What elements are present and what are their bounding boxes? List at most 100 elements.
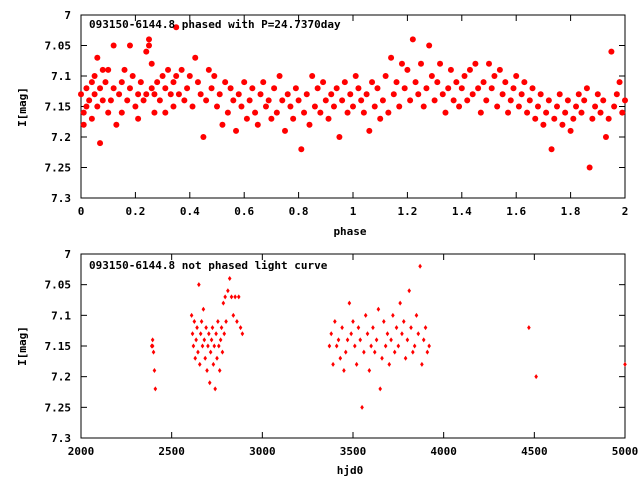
unphased-x-tick-label: 3000 (249, 445, 276, 458)
unphased-data-point (199, 318, 204, 324)
phased-data-point (548, 146, 555, 153)
phased-x-tick-label: 1.6 (506, 205, 526, 218)
unphased-data-point (396, 343, 401, 349)
phased-data-point (121, 66, 128, 73)
unphased-data-point (224, 318, 228, 324)
phased-data-point (116, 91, 123, 98)
phased-data-point (477, 109, 484, 116)
unphased-data-point (194, 337, 198, 343)
unphased-x-tick-label: 2000 (68, 445, 95, 458)
phased-data-point (339, 97, 346, 104)
phased-data-point (306, 121, 313, 128)
phased-data-point (110, 42, 117, 49)
phased-data-point (605, 115, 612, 122)
phased-x-tick-label: 1 (350, 205, 357, 218)
unphased-data-point (421, 337, 426, 343)
unphased-data-point (209, 337, 214, 343)
unphased-data-point (363, 312, 368, 318)
phased-data-point (165, 66, 172, 73)
unphased-data-point (151, 349, 156, 355)
unphased-data-point (392, 349, 397, 355)
unphased-data-point (405, 337, 410, 343)
unphased-data-point (383, 343, 388, 349)
phased-data-point (578, 109, 585, 116)
unphased-data-point (378, 386, 382, 392)
unphased-data-point (150, 337, 155, 343)
unphased-data-point (193, 355, 198, 361)
unphased-data-point (411, 349, 415, 355)
unphased-y-tick-label: 7.3 (51, 432, 71, 445)
unphased-y-tick-label: 7.25 (45, 401, 72, 414)
phased-data-point (344, 109, 351, 116)
phased-plot-panel: 7 7.05 7.1 7.15 7.2 7.25 7.3 0 0.2 0.4 0.6 0.8 1 1.2… (16, 9, 628, 238)
phased-data-point (186, 73, 193, 79)
unphased-data-point (205, 368, 209, 374)
unphased-x-tick-label: 3500 (340, 445, 367, 458)
phased-data-point (486, 60, 492, 67)
unphased-data-point (369, 343, 373, 349)
phased-data-point (412, 79, 419, 86)
phased-data-point (214, 103, 220, 110)
phased-data-point (282, 127, 288, 134)
phased-data-point (148, 60, 155, 67)
phased-data-point (80, 121, 87, 128)
phased-data-point (173, 73, 180, 79)
phased-data-point (534, 103, 541, 110)
unphased-data-point (334, 343, 339, 349)
phased-data-point (94, 103, 101, 110)
phased-data-point (594, 91, 601, 98)
unphased-data-point (207, 380, 212, 386)
phased-data-point (507, 97, 514, 104)
phased-data-point (521, 79, 528, 86)
phased-data-point (464, 97, 471, 104)
unphased-data-point (331, 361, 335, 367)
phased-data-point (105, 109, 112, 116)
unphased-data-point (333, 318, 337, 324)
unphased-data-point (362, 349, 366, 355)
unphased-data-point (412, 343, 417, 349)
unphased-data-point (211, 361, 216, 367)
unphased-data-point (527, 325, 531, 331)
phased-data-point (616, 79, 623, 86)
phased-data-point (398, 60, 405, 67)
phased-data-point (162, 109, 169, 116)
phased-data-point (200, 134, 207, 140)
phased-data-point (554, 103, 560, 110)
unphased-data-point (240, 331, 245, 337)
phased-data-point (437, 60, 444, 67)
phased-data-point (369, 79, 376, 86)
phased-data-point (173, 24, 180, 31)
phased-data-point (447, 66, 454, 73)
phased-data-point (135, 115, 142, 122)
unphased-data-point (191, 343, 196, 349)
phased-data-point (162, 85, 169, 92)
unphased-data-point (233, 294, 237, 300)
unphased-x-ticks: 2000 2500 3000 3500 4000 4500 5000 (68, 254, 638, 458)
phased-data-point (529, 85, 536, 92)
phased-data-point (393, 79, 400, 86)
phased-data-point (298, 146, 305, 153)
unphased-data-point (353, 343, 357, 349)
phased-data-point (545, 97, 552, 104)
unphased-data-point (214, 331, 218, 337)
phased-data-point (428, 73, 435, 79)
phased-data-point (290, 115, 297, 122)
phased-data-point (94, 54, 101, 61)
unphased-data-point (222, 331, 227, 337)
unphased-data-point (327, 343, 332, 349)
phased-data-point (556, 91, 563, 98)
phased-data-point (88, 115, 95, 122)
unphased-data-point (153, 386, 158, 392)
phased-x-tick-label: 1.2 (397, 205, 417, 218)
unphased-data-point (235, 318, 239, 324)
phased-data-point (426, 42, 433, 49)
phased-data-point (113, 121, 120, 128)
unphased-data-point (414, 312, 419, 318)
phased-data-point (118, 109, 125, 116)
phased-data-point (434, 79, 441, 86)
phased-data-point (423, 85, 430, 92)
unphased-data-point (216, 318, 220, 324)
unphased-data-point (349, 331, 353, 337)
phased-data-point (97, 140, 104, 147)
phased-data-point (301, 109, 308, 116)
